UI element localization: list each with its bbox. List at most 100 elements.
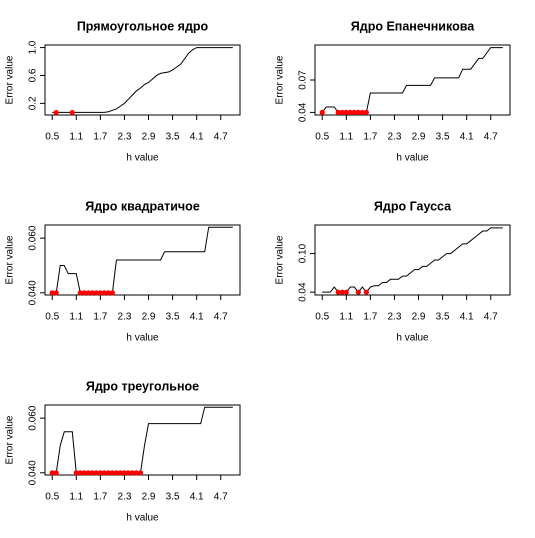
x-tick-label: 1.7	[93, 492, 107, 503]
y-tick-label: 0.04	[298, 282, 309, 302]
x-tick-label: 1.1	[69, 132, 83, 143]
min-point	[105, 470, 111, 476]
min-point	[363, 109, 369, 116]
min-point	[93, 290, 99, 296]
y-tick-label: 0.2	[28, 96, 39, 110]
min-point	[89, 290, 95, 296]
min-point	[113, 470, 120, 476]
min-point	[49, 470, 55, 476]
y-tick-label: 0.07	[298, 70, 309, 90]
y-tick-label: 0.040	[28, 280, 39, 305]
x-tick-label: 4.1	[190, 132, 204, 143]
panel-title: Прямоугольное ядро	[77, 19, 209, 33]
min-point	[109, 290, 116, 296]
min-point	[101, 290, 107, 296]
y-axis-label: Error value	[275, 235, 286, 284]
min-point	[319, 109, 325, 116]
min-point	[109, 470, 116, 476]
x-tick-label: 3.5	[166, 492, 180, 503]
y-tick-label: 0.060	[28, 405, 39, 430]
y-tick-label: 0.040	[28, 460, 39, 485]
y-tick-label: 0.060	[28, 225, 39, 250]
x-tick-label: 2.3	[117, 132, 131, 143]
min-point	[117, 470, 124, 476]
min-point	[81, 290, 87, 296]
plot-frame	[44, 404, 241, 476]
y-tick-label: 1.0	[28, 40, 39, 54]
x-axis-label: h value	[126, 153, 159, 164]
min-point	[355, 289, 361, 295]
min-point	[137, 470, 144, 476]
min-point	[133, 470, 140, 476]
y-axis-label: Error value	[5, 55, 16, 104]
x-tick-label: 3.5	[436, 132, 450, 143]
x-tick-label: 4.7	[214, 132, 228, 143]
x-tick-label: 1.7	[363, 132, 377, 143]
x-tick-label: 0.5	[45, 132, 59, 143]
y-tick-label: 0.04	[298, 102, 309, 122]
x-tick-label: 4.1	[190, 492, 204, 503]
x-axis-label: h value	[126, 513, 159, 524]
plot-frame	[314, 44, 511, 116]
panel-title: Ядро Гаусса	[374, 199, 452, 213]
panel-title: Ядро Епанечникова	[351, 19, 475, 33]
min-point	[101, 470, 107, 476]
data-line	[322, 227, 503, 293]
min-point	[49, 290, 55, 296]
x-tick-label: 1.7	[93, 132, 107, 143]
min-point	[343, 109, 349, 116]
min-point	[121, 470, 128, 476]
panel-title: Ядро квадратичое	[85, 199, 200, 213]
min-point	[85, 290, 91, 296]
x-axis-label: h value	[396, 333, 429, 344]
y-axis-label: Error value	[5, 415, 16, 464]
min-point	[77, 290, 83, 296]
min-point	[363, 289, 369, 295]
data-line	[321, 47, 503, 113]
min-point	[339, 289, 345, 295]
min-point	[81, 470, 87, 476]
x-tick-label: 2.3	[117, 492, 131, 503]
min-point	[335, 289, 341, 295]
x-tick-label: 3.5	[166, 312, 180, 323]
min-point	[93, 470, 99, 476]
x-tick-label: 3.5	[436, 312, 450, 323]
x-tick-label: 2.9	[142, 492, 156, 503]
min-point	[359, 109, 365, 116]
y-axis-label: Error value	[275, 55, 286, 104]
x-tick-label: 4.7	[484, 132, 498, 143]
min-point	[77, 470, 83, 476]
x-tick-label: 4.1	[460, 132, 474, 143]
x-tick-label: 4.7	[214, 492, 228, 503]
x-axis-label: h value	[126, 333, 159, 344]
data-line	[52, 47, 233, 113]
x-tick-label: 0.5	[45, 312, 59, 323]
x-tick-label: 4.1	[190, 312, 204, 323]
x-tick-label: 0.5	[315, 132, 329, 143]
min-point	[129, 470, 136, 476]
x-tick-label: 1.1	[339, 312, 353, 323]
x-tick-label: 1.1	[69, 312, 83, 323]
x-tick-label: 2.3	[387, 132, 401, 143]
min-point	[335, 109, 341, 116]
x-tick-label: 2.9	[412, 312, 426, 323]
x-tick-label: 1.1	[69, 492, 83, 503]
min-point	[351, 109, 357, 116]
min-point	[125, 470, 132, 476]
min-point	[97, 470, 103, 476]
plot-frame	[44, 224, 241, 296]
x-tick-label: 0.5	[45, 492, 59, 503]
x-tick-label: 3.5	[166, 132, 180, 143]
min-point	[355, 109, 361, 116]
x-tick-label: 1.7	[363, 312, 377, 323]
x-tick-label: 2.9	[412, 132, 426, 143]
plot-frame	[314, 224, 511, 296]
y-tick-label: 0.6	[28, 68, 39, 82]
min-point	[73, 470, 79, 476]
min-point	[89, 470, 95, 476]
x-tick-label: 0.5	[315, 312, 329, 323]
panel-title: Ядро треугольное	[86, 379, 199, 393]
min-point	[343, 289, 349, 295]
x-tick-label: 2.3	[387, 312, 401, 323]
